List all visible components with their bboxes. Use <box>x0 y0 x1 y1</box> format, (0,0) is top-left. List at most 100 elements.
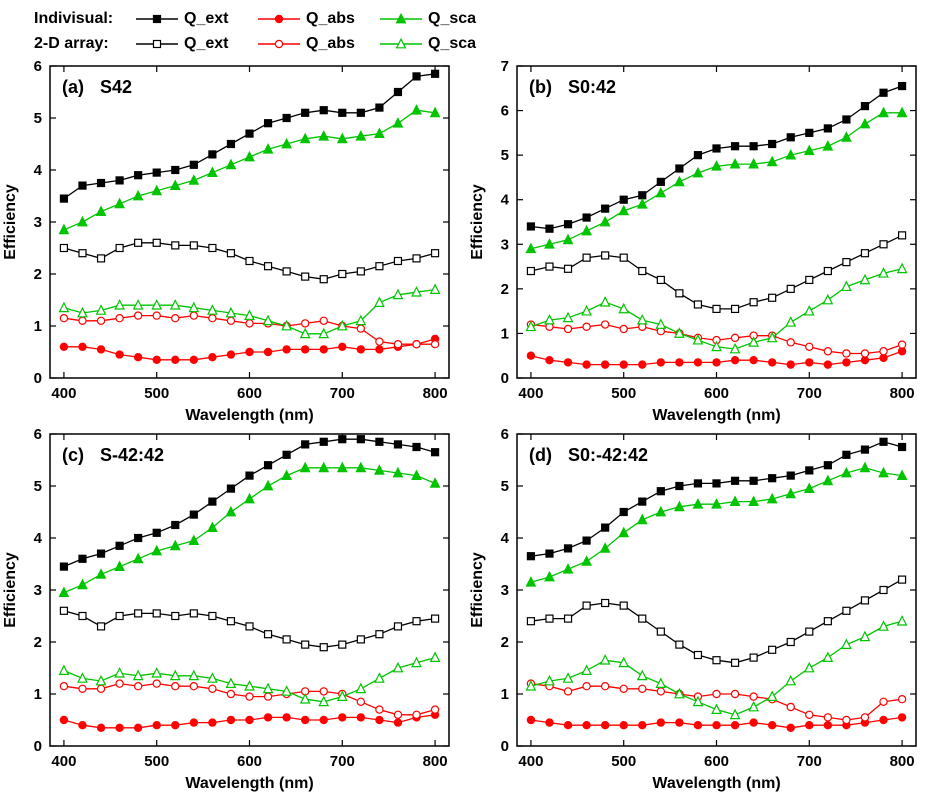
y-tick-label: 6 <box>34 58 42 75</box>
x-tick-label: 600 <box>704 753 729 770</box>
axes: 400 500 600 700 800 0 1 2 3 4 5 6 Wavelength (nm) Eff… <box>2 426 450 792</box>
qabs-individual-marker-icon <box>258 14 300 23</box>
legend-label: Q_abs <box>306 9 355 27</box>
legend-item-array-qabs: Q_abs <box>256 35 378 53</box>
panel-label: (a) S42 <box>62 77 132 97</box>
panel-label: (c) S-42:42 <box>62 445 164 465</box>
x-tick-label: 500 <box>144 753 169 770</box>
y-tick-label: 4 <box>34 530 43 547</box>
axes: 400 500 600 700 800 0 1 2 3 4 5 6 Wavelength (nm) Eff… <box>2 58 450 424</box>
y-axis-label: Efficiency <box>2 552 19 628</box>
series-2-d-array-q_abs <box>526 679 907 725</box>
y-tick-label: 4 <box>501 192 510 209</box>
y-tick-label: 3 <box>34 582 42 599</box>
y-tick-label: 1 <box>501 686 509 703</box>
y-tick-label: 2 <box>501 634 509 651</box>
x-axis-label: Wavelength (nm) <box>185 775 313 792</box>
series-individual-q_ext <box>526 81 907 233</box>
series-individual-q_ext <box>59 69 440 203</box>
qext-individual-marker-icon <box>136 14 178 23</box>
y-tick-label: 0 <box>34 370 42 387</box>
chart-panel-d: 400 500 600 700 800 0 1 2 3 4 5 6 Wavelength (nm) Eff… <box>469 426 917 792</box>
chart-panel-c: 400 500 600 700 800 0 1 2 3 4 5 6 Wavelength (nm) Eff… <box>2 426 450 792</box>
series-individual-q_abs <box>526 347 907 369</box>
legend: Indivisual: Q_ext Q_abs Q_sca 2-D array:… <box>0 0 934 58</box>
series-2-d-array-q_sca <box>58 651 441 707</box>
y-tick-label: 1 <box>34 318 42 335</box>
legend-label: Q_ext <box>184 9 229 27</box>
y-tick-label: 3 <box>34 214 42 231</box>
y-tick-label: 0 <box>34 738 42 755</box>
qsca-individual-marker-icon <box>380 12 422 23</box>
y-tick-label: 5 <box>501 478 509 495</box>
x-axis-label: Wavelength (nm) <box>652 775 780 792</box>
series-2-d-array-q_ext <box>59 238 440 284</box>
series-individual-q_ext <box>526 437 907 561</box>
y-tick-label: 5 <box>34 478 42 495</box>
y-tick-label: 7 <box>501 58 509 75</box>
x-tick-label: 800 <box>423 753 448 770</box>
x-tick-label: 600 <box>704 385 729 402</box>
y-tick-label: 5 <box>34 110 42 127</box>
legend-label: Q_sca <box>428 34 477 52</box>
plot-frame <box>49 65 450 379</box>
y-tick-label: 0 <box>501 370 509 387</box>
series-2-d-array-q_ext <box>526 231 907 314</box>
series-2-d-array-q_sca <box>58 283 441 339</box>
x-tick-label: 700 <box>797 753 822 770</box>
series-individual-q_sca <box>525 461 908 587</box>
y-tick-label: 2 <box>34 266 42 283</box>
legend-item-individual-qabs: Q_abs <box>256 10 378 28</box>
y-axis-label: Efficiency <box>469 552 486 628</box>
series-2-d-array-q_abs <box>59 311 440 349</box>
x-tick-label: 400 <box>518 753 543 770</box>
series-individual-q_abs <box>59 710 440 732</box>
qabs-array-marker-icon <box>258 39 300 48</box>
y-tick-label: 6 <box>501 103 509 120</box>
series-2-d-array-q_ext <box>526 575 907 667</box>
x-tick-label: 400 <box>518 385 543 402</box>
x-tick-label: 500 <box>611 385 636 402</box>
legend-row-label-individual: Indivisual: <box>34 9 114 27</box>
legend-item-array-qext: Q_ext <box>134 35 256 53</box>
x-tick-label: 700 <box>330 385 355 402</box>
y-tick-label: 0 <box>501 738 509 755</box>
x-tick-label: 800 <box>890 753 915 770</box>
series-individual-q_sca <box>525 106 908 254</box>
series-2-d-array-q_ext <box>59 606 440 652</box>
legend-row-individual: Indivisual: Q_ext Q_abs Q_sca <box>34 6 934 31</box>
x-tick-label: 600 <box>237 753 262 770</box>
charts-grid: 400 500 600 700 800 0 1 2 3 4 5 6 Wavelength (nm) Eff… <box>0 58 934 794</box>
chart-panel-a: 400 500 600 700 800 0 1 2 3 4 5 6 Wavelength (nm) Eff… <box>2 58 450 424</box>
y-tick-label: 4 <box>34 162 43 179</box>
panel-label: (b) S0:42 <box>529 77 616 97</box>
y-tick-label: 6 <box>34 426 42 443</box>
panel-label: (d) S0:-42:42 <box>529 445 648 465</box>
legend-label: Q_ext <box>184 34 229 52</box>
axes: 400 500 600 700 800 0 1 2 3 4 5 6 7 Wavelength (nm) Ef… <box>469 58 917 424</box>
y-tick-label: 2 <box>34 634 42 651</box>
y-tick-label: 3 <box>501 236 509 253</box>
y-tick-label: 3 <box>501 582 509 599</box>
x-tick-label: 700 <box>330 753 355 770</box>
x-tick-label: 600 <box>237 385 262 402</box>
x-tick-label: 800 <box>423 385 448 402</box>
x-tick-label: 800 <box>890 385 915 402</box>
qext-array-marker-icon <box>136 39 178 48</box>
legend-label: Q_abs <box>306 34 355 52</box>
x-axis-label: Wavelength (nm) <box>652 407 780 424</box>
series-individual-q_sca <box>58 104 441 235</box>
x-tick-label: 400 <box>51 753 76 770</box>
x-tick-label: 500 <box>611 753 636 770</box>
legend-item-individual-qext: Q_ext <box>134 10 256 28</box>
legend-item-individual-qsca: Q_sca <box>378 10 500 28</box>
axes: 400 500 600 700 800 0 1 2 3 4 5 6 Wavelength (nm) Eff… <box>469 426 917 792</box>
series-individual-q_sca <box>58 461 441 597</box>
legend-label: Q_sca <box>428 9 477 27</box>
y-tick-label: 1 <box>34 686 42 703</box>
series-individual-q_ext <box>59 435 440 571</box>
y-tick-label: 4 <box>501 530 510 547</box>
legend-item-array-qsca: Q_sca <box>378 35 500 53</box>
series-2-d-array-q_sca <box>525 262 908 354</box>
y-tick-label: 1 <box>501 325 509 342</box>
